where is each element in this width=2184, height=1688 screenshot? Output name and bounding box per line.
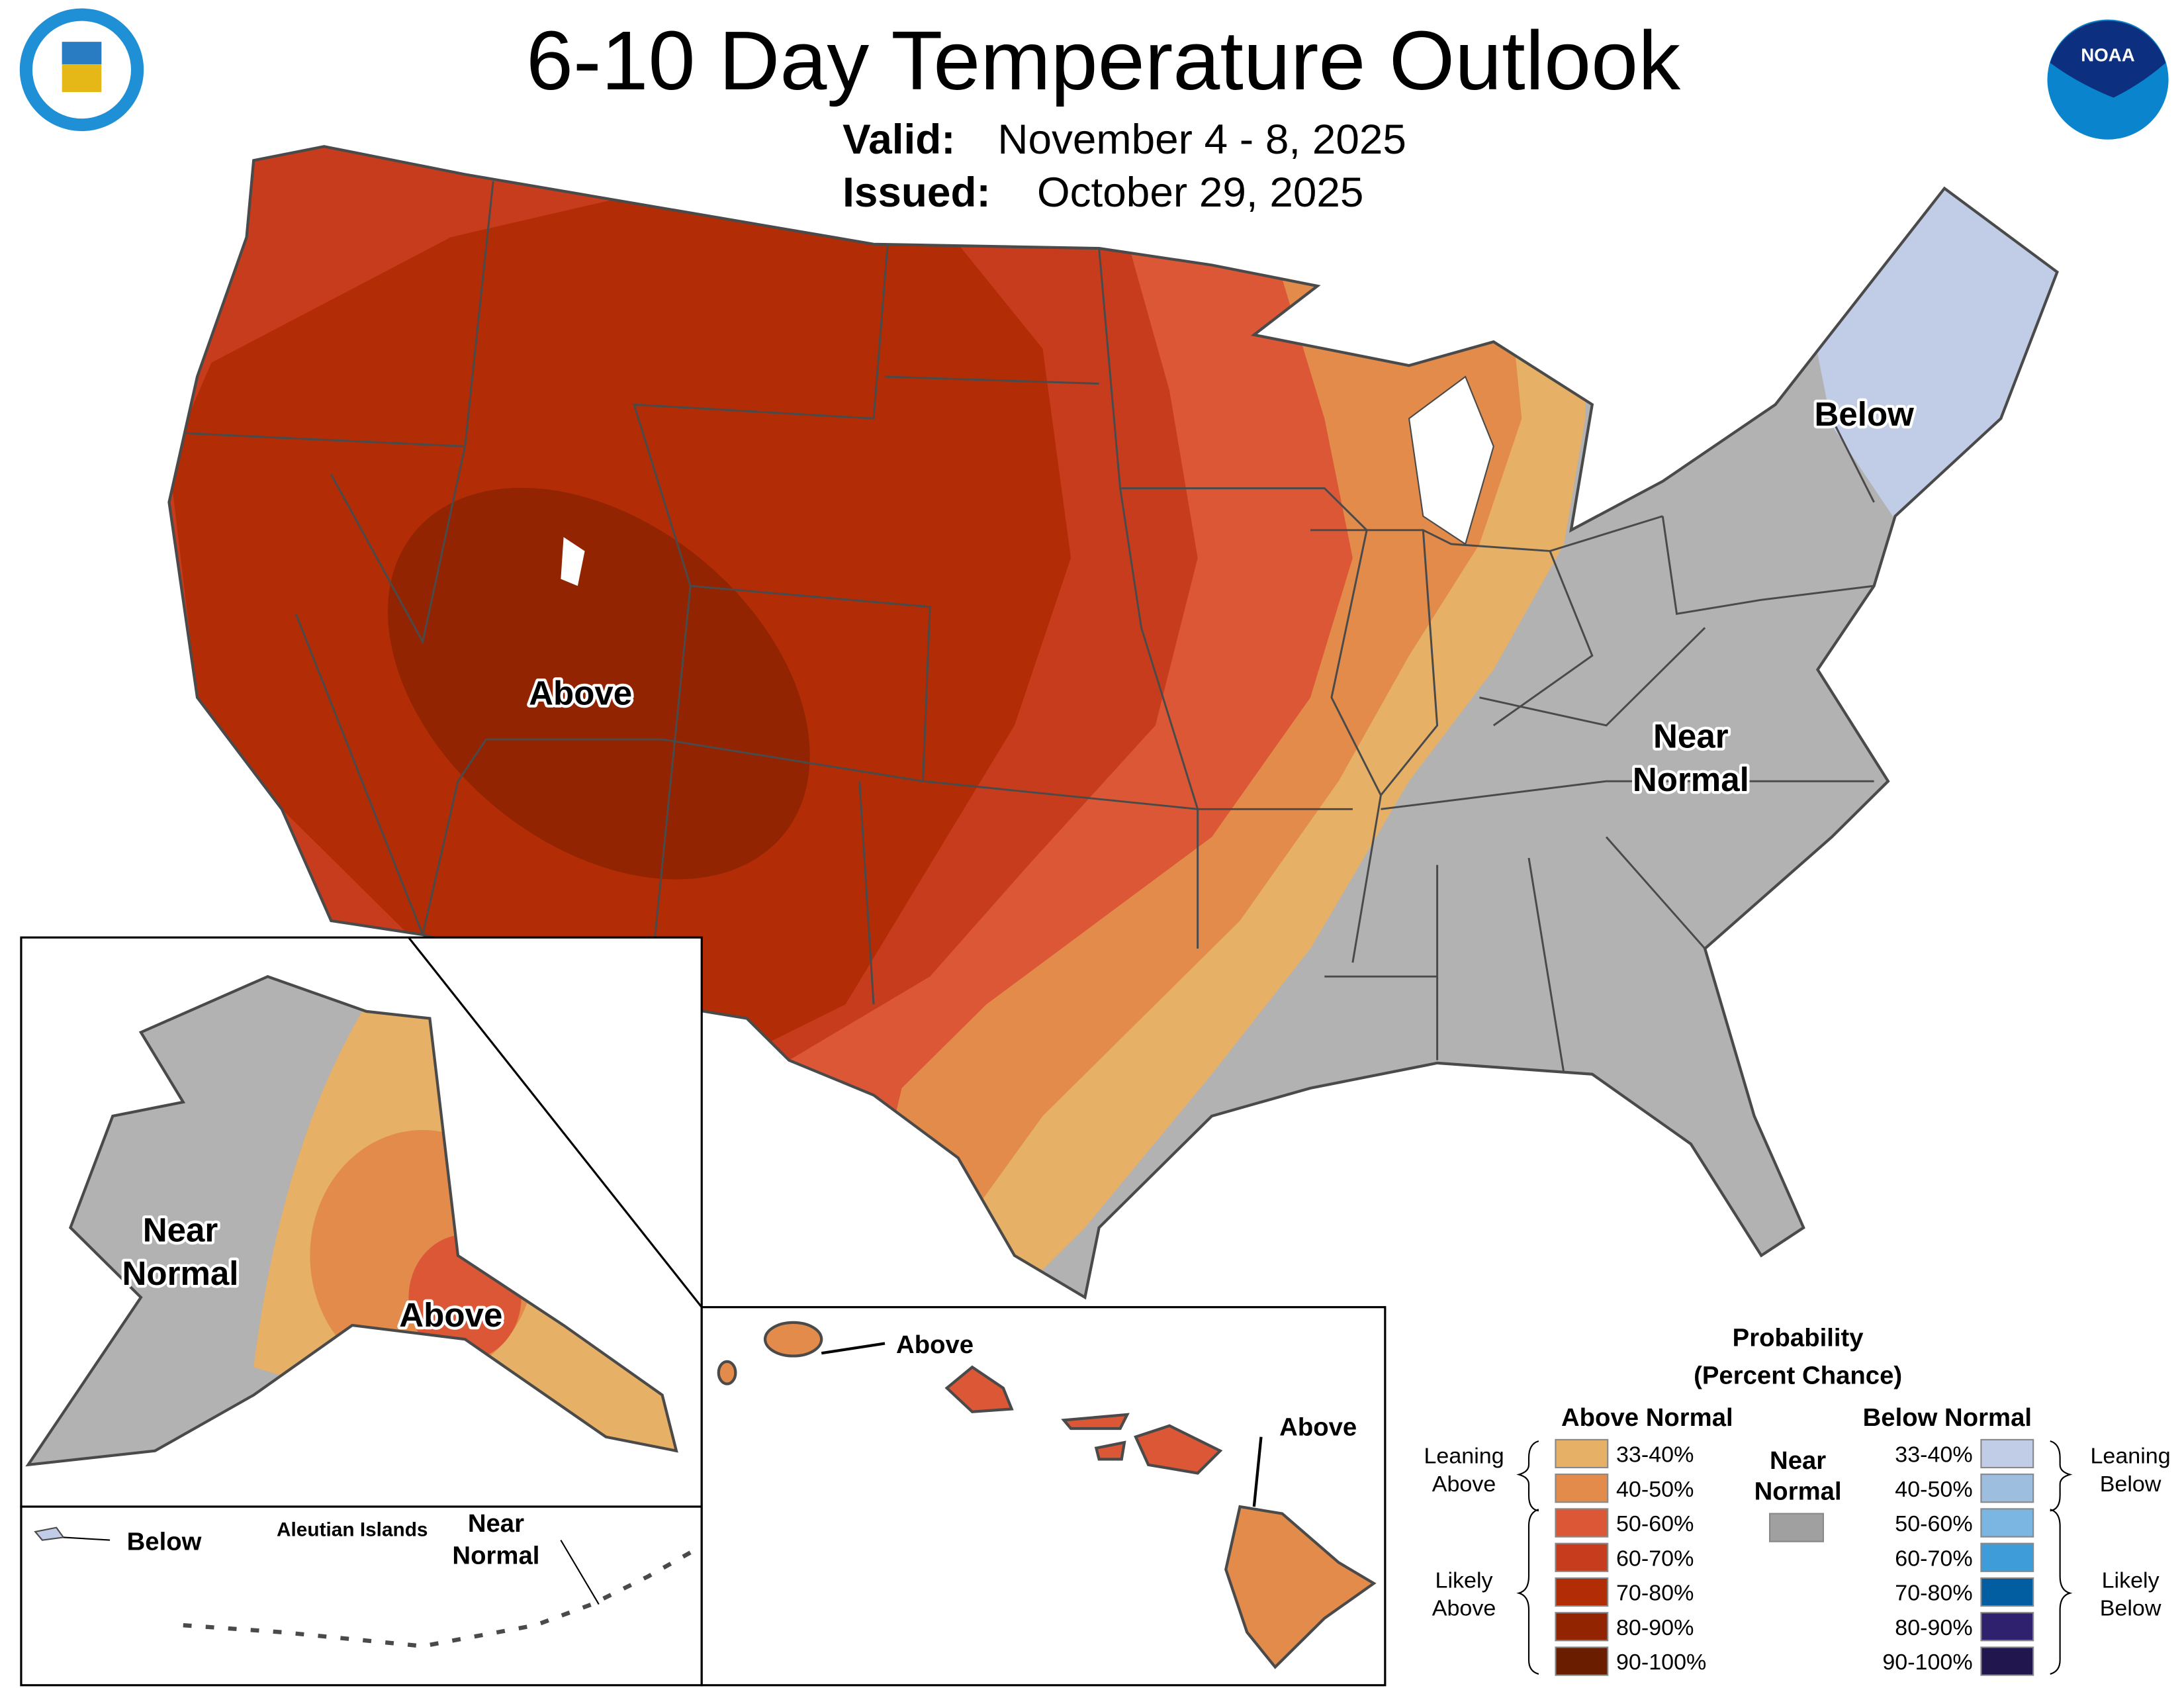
likely-above-1: Likely: [1435, 1568, 1493, 1593]
doc-seal-logo: [19, 8, 144, 132]
ak-near-label-1: Near: [143, 1211, 218, 1249]
likely-below-brace: [2050, 1509, 2073, 1675]
legend-label-below-1: 40-50%: [1895, 1477, 1972, 1502]
noaa-logo: NOAA: [2047, 19, 2169, 140]
state-borders: [169, 181, 1875, 1074]
leaning-above-1: Leaning: [1424, 1444, 1504, 1469]
aleutian-title: Aleutian Islands: [277, 1519, 428, 1540]
above-80-90-region: [388, 487, 810, 880]
aleutian-inset: Below Aleutian Islands Near Normal: [20, 1505, 703, 1687]
legend-swatch-above-4: [1555, 1577, 1609, 1607]
legend-label-above-3: 60-70%: [1616, 1546, 1694, 1571]
hi-above-label-1: Above: [896, 1331, 974, 1359]
great-salt-lake: [561, 537, 585, 586]
likely-below-2: Below: [2100, 1596, 2161, 1621]
legend: Probability (Percent Chance) Above Norma…: [1424, 1324, 2171, 1676]
legend-label-above-6: 90-100%: [1616, 1650, 1706, 1675]
legend-label-above-5: 80-90%: [1616, 1615, 1694, 1640]
legend-near-2: Normal: [1754, 1477, 1842, 1506]
conus-near-label-2: Normal: [1633, 761, 1749, 798]
legend-label-above-0: 33-40%: [1616, 1442, 1694, 1468]
legend-swatch-below-0: [1980, 1438, 2034, 1469]
ak-near-label-2: Normal: [122, 1254, 239, 1292]
legend-swatch-above-0: [1555, 1438, 1609, 1469]
likely-above-2: Above: [1432, 1596, 1496, 1621]
issued-value: October 29, 2025: [1037, 169, 1363, 216]
legend-swatch-below-6: [1980, 1646, 2034, 1676]
conus-below-label: Below: [1814, 395, 1914, 433]
legend-label-below-4: 70-80%: [1895, 1581, 1972, 1606]
legend-above-header: Above Normal: [1561, 1403, 1733, 1432]
aleutian-near-label-1: Near: [468, 1509, 524, 1538]
aleutian-below-label: Below: [127, 1528, 202, 1556]
legend-label-above-1: 40-50%: [1616, 1477, 1694, 1502]
issued-label: Issued:: [842, 169, 991, 216]
legend-label-below-3: 60-70%: [1895, 1546, 1972, 1571]
conus-above-label: Above: [529, 674, 632, 712]
legend-swatch-below-3: [1980, 1542, 2034, 1572]
hawaii-inset: Above Above: [700, 1306, 1387, 1687]
likely-below-1: Likely: [2102, 1568, 2160, 1593]
legend-below-header: Below Normal: [1863, 1403, 2032, 1432]
legend-swatch-above-3: [1555, 1542, 1609, 1572]
legend-label-below-5: 80-90%: [1895, 1615, 1972, 1640]
hi-above-label-2: Above: [1279, 1413, 1357, 1442]
legend-swatch-above-2: [1555, 1508, 1609, 1538]
lake-michigan: [1408, 375, 1494, 545]
legend-near-1: Near: [1770, 1446, 1826, 1475]
page-title: 6-10 Day Temperature Outlook: [526, 13, 1681, 107]
legend-label-below-0: 33-40%: [1895, 1442, 1972, 1468]
legend-swatch-below-5: [1980, 1612, 2034, 1642]
leaning-below-1: Leaning: [2091, 1444, 2171, 1469]
valid-value: November 4 - 8, 2025: [997, 116, 1406, 163]
legend-swatch-above-1: [1555, 1474, 1609, 1503]
alaska-inset: Near Normal Above: [20, 936, 703, 1508]
valid-label: Valid:: [842, 116, 955, 163]
legend-title-1: Probability: [1733, 1324, 1864, 1352]
aleutian-near-label-2: Normal: [452, 1542, 539, 1570]
legend-swatch-below-4: [1980, 1577, 2034, 1607]
legend-swatch-above-5: [1555, 1612, 1609, 1642]
ak-above-label: Above: [399, 1296, 502, 1334]
conus-near-label-1: Near: [1653, 718, 1729, 755]
legend-label-below-2: 50-60%: [1895, 1511, 1972, 1536]
legend-label-above-2: 50-60%: [1616, 1511, 1694, 1536]
leaning-above-2: Above: [1432, 1472, 1496, 1497]
legend-near-swatch: [1769, 1513, 1825, 1542]
leaning-above-brace: [1516, 1440, 1539, 1512]
likely-above-brace: [1516, 1509, 1539, 1675]
leaning-below-2: Below: [2100, 1472, 2161, 1497]
legend-label-below-6: 90-100%: [1882, 1650, 1972, 1675]
noaa-logo-text: NOAA: [2081, 45, 2135, 66]
leaning-below-brace: [2050, 1440, 2073, 1512]
legend-swatch-above-6: [1555, 1646, 1609, 1676]
legend-swatch-below-2: [1980, 1508, 2034, 1538]
legend-label-above-4: 70-80%: [1616, 1581, 1694, 1606]
legend-swatch-below-1: [1980, 1474, 2034, 1503]
legend-title-2: (Percent Chance): [1694, 1362, 1902, 1390]
